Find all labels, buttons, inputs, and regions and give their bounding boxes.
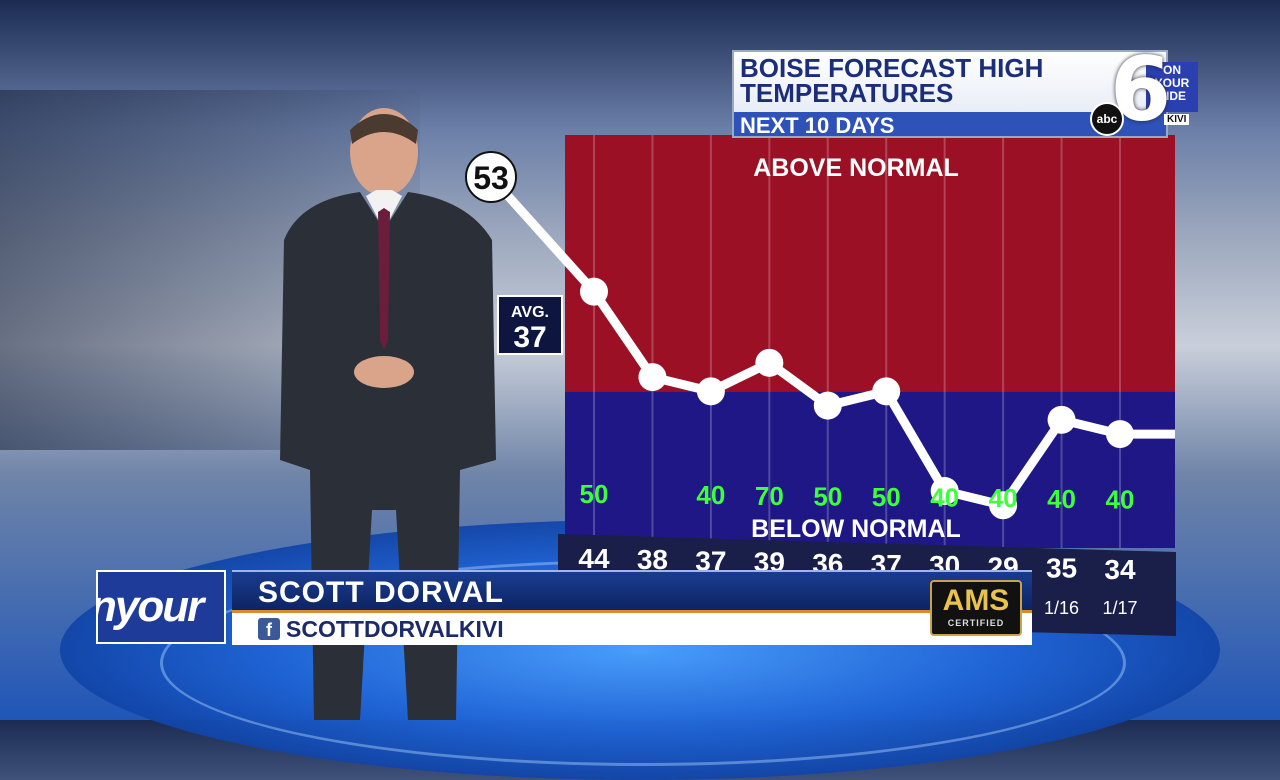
temperature-point bbox=[872, 377, 901, 406]
precip-chance-label: 40 bbox=[930, 483, 959, 513]
temperature-point bbox=[930, 477, 959, 506]
precip-chance-label: 40 bbox=[696, 480, 725, 510]
temperature-point bbox=[989, 491, 1018, 520]
temperature-point bbox=[696, 377, 725, 406]
social-handle: SCOTTDORVALKIVI bbox=[286, 616, 504, 642]
precip-chance-label: 70 bbox=[755, 481, 784, 511]
above-normal-label: ABOVE NORMAL bbox=[753, 154, 959, 182]
ams-badge-sub: CERTIFIED bbox=[947, 618, 1005, 628]
graphic-title-box: BOISE FORECAST HIGH TEMPERATURES NEXT 10… bbox=[732, 50, 1168, 138]
logo-network: abc bbox=[1090, 102, 1124, 136]
presenter-name: SCOTT DORVAL bbox=[258, 576, 504, 609]
above-normal-zone bbox=[565, 135, 1175, 392]
temperature-point bbox=[755, 348, 784, 377]
social-bar: f SCOTTDORVALKIVI bbox=[232, 610, 1032, 645]
precip-chance-label: 40 bbox=[1106, 484, 1135, 514]
temperature-point bbox=[638, 363, 667, 392]
high-temp-label: 44 bbox=[578, 543, 610, 574]
precip-chance-label: 50 bbox=[580, 479, 609, 509]
ams-certified-badge: AMS CERTIFIED bbox=[930, 580, 1022, 636]
lower-third-brand-text: nyour bbox=[96, 582, 204, 631]
precip-chance-label: 40 bbox=[1047, 484, 1076, 514]
current-temp-marker: 53 bbox=[465, 151, 517, 203]
lower-third: nyour SCOTT DORVAL f SCOTTDORVALKIVI AMS… bbox=[96, 570, 1036, 645]
graphic-title: BOISE FORECAST HIGH TEMPERATURES bbox=[740, 53, 1044, 108]
high-temp-label: 34 bbox=[1104, 554, 1136, 585]
name-bar: SCOTT DORVAL bbox=[232, 570, 1032, 612]
precip-chance-label: 50 bbox=[813, 481, 842, 511]
current-temp-value: 53 bbox=[473, 160, 509, 196]
temperature-point bbox=[1047, 405, 1076, 434]
ams-badge-main: AMS bbox=[942, 584, 1010, 617]
temperature-point bbox=[1106, 420, 1134, 449]
average-label: AVG. bbox=[511, 304, 549, 321]
facebook-icon: f bbox=[258, 618, 280, 640]
date-label: 1/16 bbox=[1044, 598, 1079, 618]
precip-chance-label: 50 bbox=[872, 482, 901, 512]
logo-tagline: ON YOUR SIDE bbox=[1146, 62, 1198, 112]
average-value: 37 bbox=[513, 321, 546, 354]
average-marker: AVG. 37 bbox=[497, 295, 563, 355]
lower-third-brand: nyour bbox=[96, 570, 226, 644]
high-temp-label: 35 bbox=[1046, 553, 1077, 584]
temperature-point bbox=[813, 391, 842, 420]
temperature-point bbox=[580, 277, 608, 306]
date-label: 1/17 bbox=[1102, 598, 1137, 618]
station-logo: ON YOUR SIDE 6 abc KIVI bbox=[1090, 46, 1200, 136]
logo-station: KIVI bbox=[1164, 114, 1190, 125]
graphic-subtitle: NEXT 10 DAYS bbox=[740, 113, 895, 138]
precip-chance-label: 40 bbox=[989, 483, 1018, 513]
below-normal-label: BELOW NORMAL bbox=[751, 515, 961, 543]
